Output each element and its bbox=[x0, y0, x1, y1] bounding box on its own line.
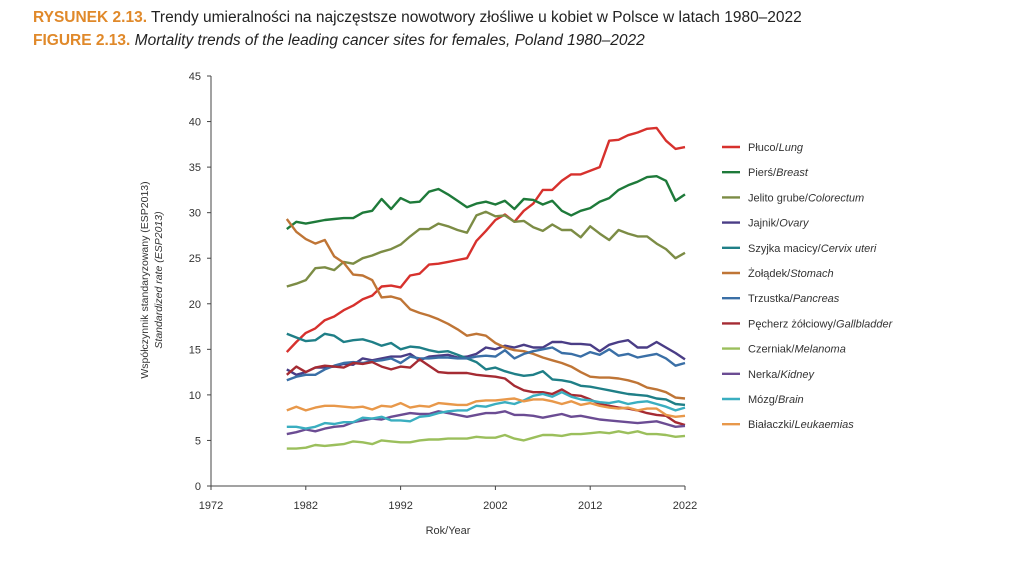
y-tick-label: 0 bbox=[195, 481, 201, 493]
legend-label-pl: Pęcherz żółciowy/ bbox=[748, 318, 837, 330]
series-line-stomach bbox=[285, 218, 686, 400]
y-tick-label: 5 bbox=[195, 435, 201, 447]
legend-label-pl: Czerniak/ bbox=[748, 344, 795, 356]
legend-label-en: Melanoma bbox=[794, 344, 845, 356]
x-tick-label: 1982 bbox=[294, 500, 318, 512]
title-text-en: Mortality trends of the leading cancer s… bbox=[134, 32, 645, 49]
series-line-colorectum bbox=[286, 210, 686, 288]
legend-label-en: Breast bbox=[776, 167, 809, 179]
legend-label: Żołądek/Stomach bbox=[748, 267, 834, 280]
legend-label-en: Stomach bbox=[790, 268, 833, 280]
figure-label-en: FIGURE 2.13. bbox=[33, 32, 131, 49]
legend-item: Płuco/Lung bbox=[722, 142, 804, 154]
legend-label: Czerniak/Melanoma bbox=[748, 344, 846, 356]
legend-item: Jelito grube/Colorectum bbox=[722, 192, 864, 204]
legend-label: Białaczki/Leukaemias bbox=[748, 419, 854, 431]
legend-item: Nerka/Kidney bbox=[722, 369, 816, 381]
x-tick-label: 2012 bbox=[578, 500, 602, 512]
legend-label-en: Kidney bbox=[780, 369, 815, 381]
legend-label: Płuco/Lung bbox=[748, 142, 804, 154]
legend: Płuco/Lung Pierś/Breast Jelito grube/Color… bbox=[722, 142, 894, 431]
x-tick-label: 2002 bbox=[483, 500, 507, 512]
y-tick-label: 15 bbox=[189, 344, 201, 356]
legend-label-pl: Płuco/ bbox=[748, 142, 780, 154]
series-line-leukaemias bbox=[286, 397, 686, 418]
legend-label-en: Ovary bbox=[779, 218, 810, 230]
legend-label: Pierś/Breast bbox=[748, 167, 809, 179]
title-polish: RYSUNEK 2.13. Trendy umieralności na naj… bbox=[33, 9, 802, 27]
legend-label-en: Gallbladder bbox=[836, 318, 894, 330]
y-tick-label: 40 bbox=[189, 117, 201, 129]
series-line-ovary bbox=[286, 339, 686, 376]
x-tick-label: 2022 bbox=[673, 500, 697, 512]
legend-label-en: Leukaemias bbox=[794, 419, 854, 431]
legend-label-pl: Nerka/ bbox=[748, 369, 781, 381]
y-tick-label: 30 bbox=[189, 208, 201, 220]
series-line-lung bbox=[285, 126, 686, 353]
series-lines bbox=[285, 126, 686, 450]
series-line-cervix-uteri bbox=[286, 332, 686, 407]
title-text-pl: Trendy umieralności na najczęstsze nowot… bbox=[151, 9, 802, 26]
legend-label-en: Cervix uteri bbox=[821, 243, 877, 255]
legend-item: Żołądek/Stomach bbox=[722, 267, 834, 280]
legend-label-pl: Szyjka macicy/ bbox=[748, 243, 822, 255]
legend-item: Trzustka/Pancreas bbox=[722, 293, 840, 305]
y-axis-label-en: Standardized rate (ESP2013) bbox=[153, 211, 165, 348]
y-tick-label: 20 bbox=[189, 299, 201, 311]
y-tick-label: 25 bbox=[189, 253, 201, 265]
legend-label: Jajnik/Ovary bbox=[748, 218, 810, 230]
legend-label: Nerka/Kidney bbox=[748, 369, 816, 381]
legend-label-pl: Mózg/ bbox=[748, 394, 779, 406]
legend-label-en: Colorectum bbox=[808, 192, 864, 204]
series-line-melanoma bbox=[286, 430, 686, 450]
legend-label-pl: Żołądek/ bbox=[748, 267, 791, 280]
y-tick-label: 45 bbox=[189, 71, 201, 83]
legend-label-pl: Trzustka/ bbox=[748, 293, 794, 305]
legend-label-en: Brain bbox=[778, 394, 804, 406]
legend-label: Mózg/Brain bbox=[748, 394, 804, 406]
x-tick-label: 1972 bbox=[199, 500, 223, 512]
legend-item: Pierś/Breast bbox=[722, 167, 809, 179]
title-english: FIGURE 2.13. Mortality trends of the lea… bbox=[33, 32, 645, 50]
legend-label: Jelito grube/Colorectum bbox=[748, 192, 864, 204]
series-line-brain bbox=[286, 391, 686, 430]
y-tick-label: 35 bbox=[189, 162, 201, 174]
legend-label: Szyjka macicy/Cervix uteri bbox=[748, 243, 877, 255]
legend-label-en: Pancreas bbox=[793, 293, 840, 305]
legend-item: Czerniak/Melanoma bbox=[722, 344, 846, 356]
axes: 0 5 10 15 20 25 30 35 40 45 1972 1982 1992 2002 2012 20… bbox=[189, 71, 697, 512]
x-axis-label: Rok/Year bbox=[426, 525, 471, 537]
legend-label: Pęcherz żółciowy/Gallbladder bbox=[748, 318, 894, 330]
legend-label-pl: Pierś/ bbox=[748, 167, 777, 179]
series-line-breast bbox=[286, 174, 686, 231]
x-tick-label: 1992 bbox=[388, 500, 412, 512]
legend-item: Białaczki/Leukaemias bbox=[722, 419, 854, 431]
legend-label-pl: Jajnik/ bbox=[748, 218, 780, 230]
legend-label-en: Lung bbox=[779, 142, 804, 154]
legend-item: Jajnik/Ovary bbox=[722, 218, 810, 230]
y-tick-label: 10 bbox=[189, 390, 201, 402]
legend-item: Pęcherz żółciowy/Gallbladder bbox=[722, 318, 894, 330]
legend-label-pl: Jelito grube/ bbox=[748, 192, 809, 204]
legend-item: Szyjka macicy/Cervix uteri bbox=[722, 243, 877, 255]
legend-label-pl: Białaczki/ bbox=[748, 419, 795, 431]
legend-label: Trzustka/Pancreas bbox=[748, 293, 840, 305]
y-axis-label-pl: Współczynnik standaryzowany (ESP2013) bbox=[139, 181, 151, 378]
legend-item: Mózg/Brain bbox=[722, 394, 804, 406]
figure-label-pl: RYSUNEK 2.13. bbox=[33, 9, 147, 26]
